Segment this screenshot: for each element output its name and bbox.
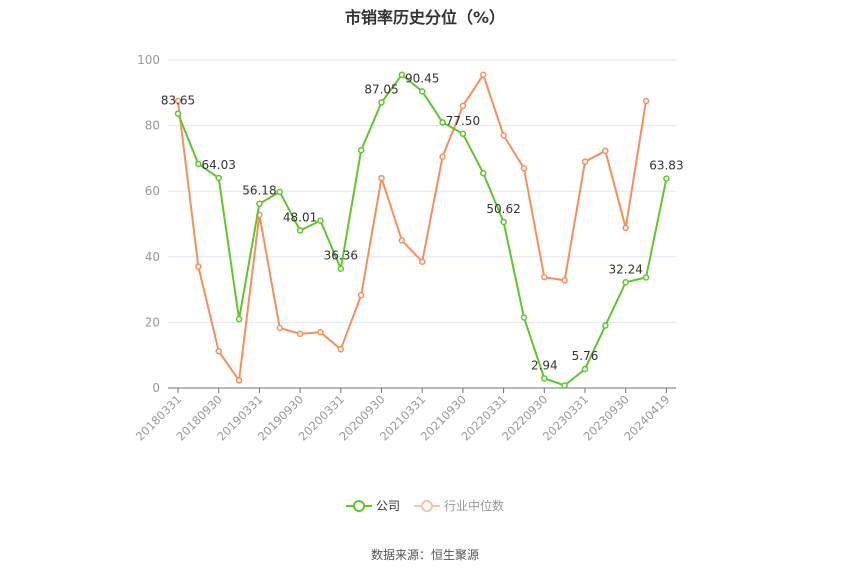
- data-point[interactable]: [602, 322, 609, 329]
- data-point[interactable]: [378, 99, 385, 106]
- y-tick-label: 0: [152, 381, 160, 395]
- grid-lines: [168, 59, 676, 323]
- data-label: 5.76: [572, 349, 599, 363]
- data-point[interactable]: [541, 273, 548, 281]
- data-point[interactable]: [500, 218, 507, 226]
- data-label: 48.01: [283, 211, 317, 225]
- data-label: 32.24: [609, 262, 643, 276]
- data-label: 77.50: [446, 114, 480, 128]
- data-point[interactable]: [357, 291, 365, 299]
- data-point[interactable]: [317, 328, 324, 336]
- data-point[interactable]: [418, 258, 426, 265]
- data-label: 83.65: [161, 94, 195, 108]
- data-label: 36.36: [324, 249, 358, 263]
- industry-line[interactable]: [177, 72, 648, 384]
- data-point[interactable]: [663, 175, 670, 182]
- data-point[interactable]: [195, 160, 202, 168]
- data-point[interactable]: [581, 365, 589, 373]
- data-point[interactable]: [276, 324, 283, 332]
- data-point[interactable]: [296, 330, 304, 338]
- data-point[interactable]: [317, 217, 324, 224]
- chart-title: 市销率历史分位（%）: [344, 8, 506, 27]
- y-tick-label: 40: [145, 250, 160, 264]
- data-label: 50.62: [486, 202, 520, 216]
- data-point[interactable]: [215, 348, 222, 355]
- legend-marker-icon: [414, 499, 440, 512]
- data-label: 90.45: [405, 71, 439, 85]
- data-label: 63.83: [649, 159, 683, 173]
- data-point[interactable]: [541, 375, 548, 382]
- y-tick-label: 80: [145, 119, 160, 133]
- data-label: 56.18: [242, 184, 276, 198]
- y-tick-label: 20: [145, 315, 160, 329]
- data-point[interactable]: [622, 279, 629, 286]
- data-point[interactable]: [215, 174, 222, 182]
- data-point[interactable]: [235, 377, 243, 384]
- data-point[interactable]: [296, 227, 304, 234]
- data-labels: 83.65 64.03 56.18 48.01 36.36 87.05 90.45 77.50…: [161, 71, 684, 372]
- y-tick-label: 60: [145, 184, 160, 198]
- data-point[interactable]: [642, 274, 650, 281]
- data-label: 2.94: [531, 358, 558, 372]
- data-point[interactable]: [602, 147, 609, 155]
- data-point[interactable]: [357, 146, 365, 154]
- data-point[interactable]: [581, 158, 589, 165]
- data-point[interactable]: [337, 265, 345, 272]
- data-point[interactable]: [439, 153, 446, 161]
- data-point[interactable]: [520, 314, 528, 321]
- legend-marker-icon: [345, 499, 372, 512]
- data-point[interactable]: [398, 71, 406, 79]
- data-point[interactable]: [174, 110, 182, 117]
- legend-label: 公司: [375, 499, 400, 513]
- company-line[interactable]: [177, 73, 668, 387]
- data-point[interactable]: [520, 164, 528, 172]
- data-point[interactable]: [398, 237, 406, 244]
- data-point[interactable]: [337, 346, 345, 353]
- data-point[interactable]: [561, 382, 568, 389]
- legend: 公司 行业中位数: [0, 497, 850, 514]
- data-point[interactable]: [418, 88, 426, 95]
- data-source: 数据来源：恒生聚源: [370, 548, 479, 562]
- data-point[interactable]: [561, 277, 568, 284]
- legend-label: 行业中位数: [444, 499, 505, 513]
- data-label: 87.05: [364, 82, 398, 96]
- data-point[interactable]: [276, 188, 283, 196]
- data-point[interactable]: [439, 119, 446, 126]
- data-point[interactable]: [378, 174, 385, 182]
- data-point[interactable]: [256, 200, 263, 207]
- series-lines[interactable]: [174, 71, 670, 389]
- data-point[interactable]: [195, 263, 202, 270]
- data-point[interactable]: [622, 224, 629, 232]
- data-point[interactable]: [235, 315, 243, 323]
- data-point[interactable]: [500, 132, 507, 139]
- x-axis: 2018033120180930201903312019093020200331…: [133, 387, 676, 444]
- y-axis: 0 20 40 60 80 100: [137, 53, 160, 395]
- legend-item-industry[interactable]: 行业中位数: [414, 497, 504, 514]
- data-point[interactable]: [174, 97, 182, 105]
- y-tick-label: 100: [137, 53, 160, 67]
- data-point[interactable]: [459, 130, 467, 138]
- data-point[interactable]: [642, 97, 650, 105]
- legend-item-company[interactable]: 公司: [345, 497, 400, 514]
- data-point[interactable]: [459, 102, 467, 110]
- data-point[interactable]: [480, 169, 487, 177]
- data-label: 64.03: [202, 158, 236, 172]
- data-point[interactable]: [480, 71, 487, 79]
